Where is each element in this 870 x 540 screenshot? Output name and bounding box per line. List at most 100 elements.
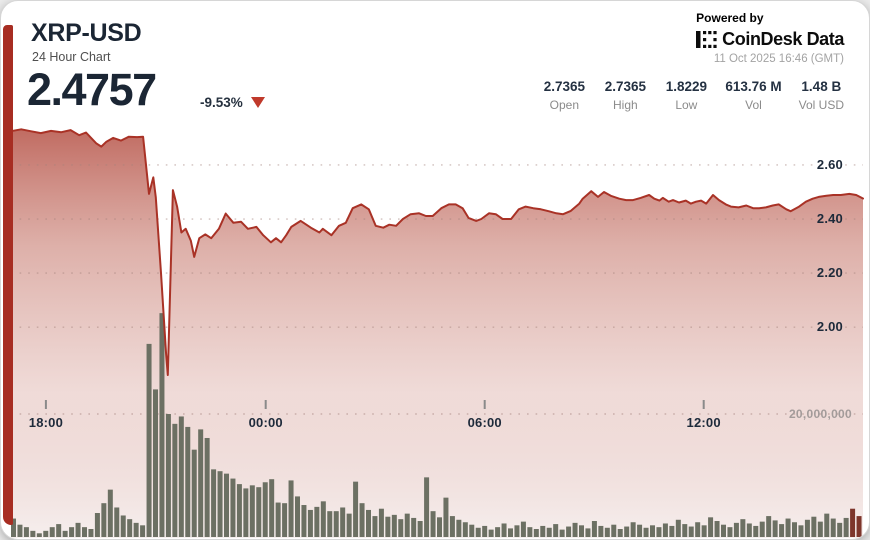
volume-bar [701,525,707,538]
stat-low-value: 1.8229 [665,79,707,94]
volume-bar [598,525,604,537]
volume-bar [540,525,546,537]
volume-bar [437,517,442,537]
symbol-title: XRP-USD [31,19,142,47]
volume-bar [462,522,468,537]
volume-bar [56,524,62,538]
price-line [10,128,864,376]
stat-volume-usd: 1.48 B Vol USD [799,79,844,112]
volume-bar [230,478,236,537]
volume-bar [101,503,107,538]
volume-bar [262,482,268,537]
volume-bar [624,526,630,537]
volume-bar [288,480,294,537]
volume-bar [488,529,494,537]
volume-bar [185,426,191,537]
stat-volume: 613.76 M Vol [725,79,781,112]
volume-bar [75,522,81,537]
powered-by-label: Powered by [696,11,764,25]
volume-bar [533,529,539,537]
volume-bar [159,313,165,537]
volume-bar [501,523,507,537]
volume-bar [88,529,94,537]
volume-bars [11,313,862,538]
volume-bar [11,518,16,537]
volume-bar [727,527,733,537]
volume-bar [850,508,856,537]
coindesk-logo-icon [696,31,717,48]
time-tick-mark [483,400,486,409]
time-tick-mark [44,400,47,409]
volume-bar [675,519,681,537]
volume-bar [198,429,204,538]
volume-bar [740,519,746,537]
volume-bar [333,511,339,537]
volume-bar [391,514,397,537]
volume-bar [695,522,701,537]
volume-bar [553,524,559,538]
volume-bar [49,527,55,537]
volume-bar [417,521,423,537]
stat-high-label: High [613,98,638,112]
price-change: -9.53% [200,95,265,110]
volume-bar [353,481,359,537]
volume-bar [346,513,352,537]
volume-bar [269,479,275,537]
volume-bar [817,521,823,538]
volume-bar [843,517,849,537]
volume-bar [650,525,655,538]
arrow-down-icon [250,97,265,108]
volume-bar [204,437,210,538]
price-area-fill [11,129,863,539]
volume-bar [191,449,197,537]
volume-bar [837,522,843,537]
volume-bar [23,527,29,537]
volume-bar [372,516,378,537]
volume-bar [495,527,501,537]
time-tick-marks [44,400,705,409]
stat-high: 2.7365 High [603,79,647,112]
stat-open-label: Open [549,98,580,112]
volume-bar [475,527,481,537]
volume-bar [669,525,675,537]
volume-bar [856,516,862,537]
volume-bar [572,522,578,537]
volume-bar [178,416,184,537]
volume-bar [566,526,572,537]
volume-bar [546,527,552,537]
volume-bar [579,525,584,538]
volume-bar [282,503,288,538]
volume-bar [385,516,391,538]
volume-bar [637,524,643,537]
volume-bar [753,525,759,537]
volume-bar [792,522,797,537]
brand-row[interactable]: CoinDesk Data [696,29,844,50]
volume-bar [30,530,36,537]
volume-bar [591,521,597,537]
volume-bar [69,527,75,537]
volume-bar [146,343,152,537]
volume-bar [804,519,810,537]
stat-low-label: Low [675,98,698,112]
volume-bar [249,485,255,537]
volume-bar [320,501,326,537]
volume-bar [256,487,262,537]
volume-bar [314,506,320,538]
volume-bar [82,527,87,537]
volume-bar [721,524,726,537]
volume-bar [746,523,752,537]
stat-volume-label: Vol [745,98,762,112]
stat-volume-usd-value: 1.48 B [801,79,842,94]
volume-bar [811,516,817,538]
volume-bar [785,518,791,537]
volume-bar [482,525,488,537]
volume-bar [662,523,668,537]
volume-bar [527,527,533,537]
volume-bar [43,530,49,537]
volume-bar [236,484,242,537]
volume-bar [153,389,158,537]
volume-bar [107,489,113,537]
volume-bar [411,517,417,537]
